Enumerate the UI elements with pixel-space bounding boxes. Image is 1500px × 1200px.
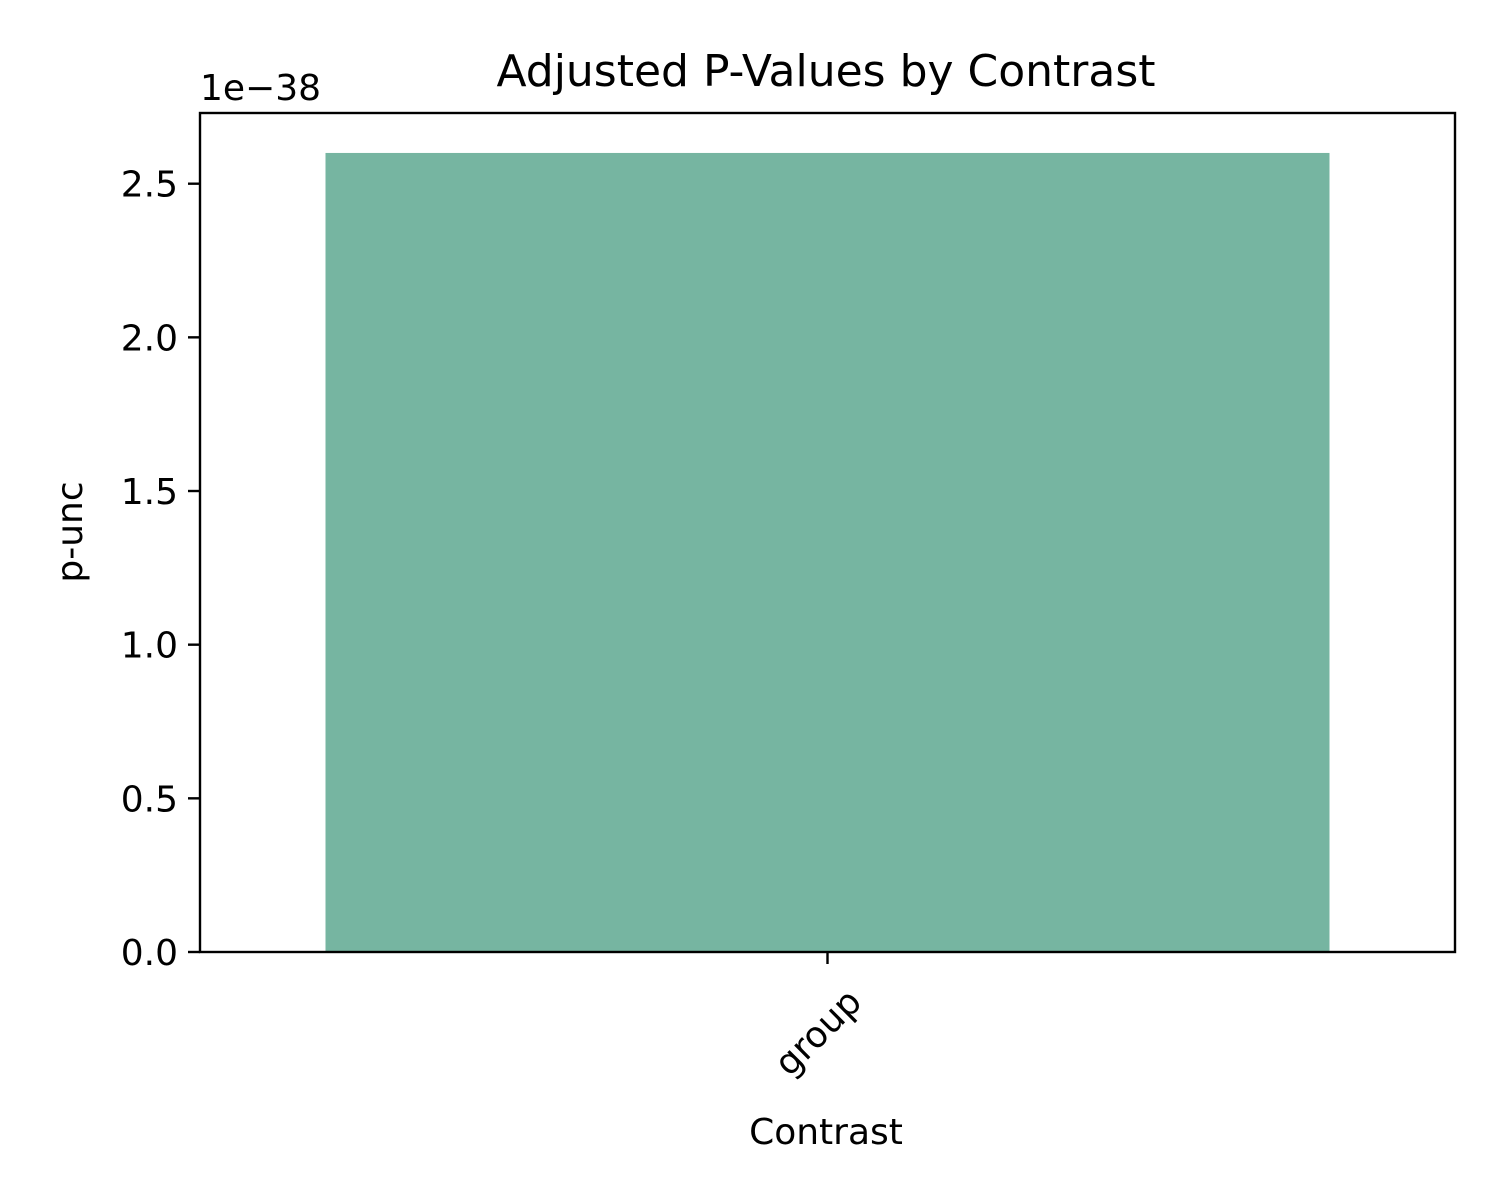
- bars-group: [325, 152, 1330, 952]
- x-axis: group: [767, 952, 870, 1084]
- y-axis-label: p-unc: [50, 481, 91, 582]
- bar-group: [325, 152, 1330, 952]
- y-tick-label: 2.0: [121, 318, 178, 359]
- chart-title: Adjusted P-Values by Contrast: [496, 46, 1155, 97]
- y-axis-offset-label: 1e−38: [200, 68, 321, 109]
- x-tick-label: group: [767, 981, 870, 1084]
- y-axis: 0.0 0.5 1.0 1.5 2.0 2.5: [121, 165, 200, 974]
- y-tick-label: 1.0: [121, 626, 178, 667]
- y-tick-label: 2.5: [121, 165, 178, 206]
- y-tick-label: 0.0: [121, 933, 178, 974]
- y-tick-label: 1.5: [121, 472, 178, 513]
- y-tick-label: 0.5: [121, 779, 178, 820]
- x-axis-label: Contrast: [749, 1112, 903, 1153]
